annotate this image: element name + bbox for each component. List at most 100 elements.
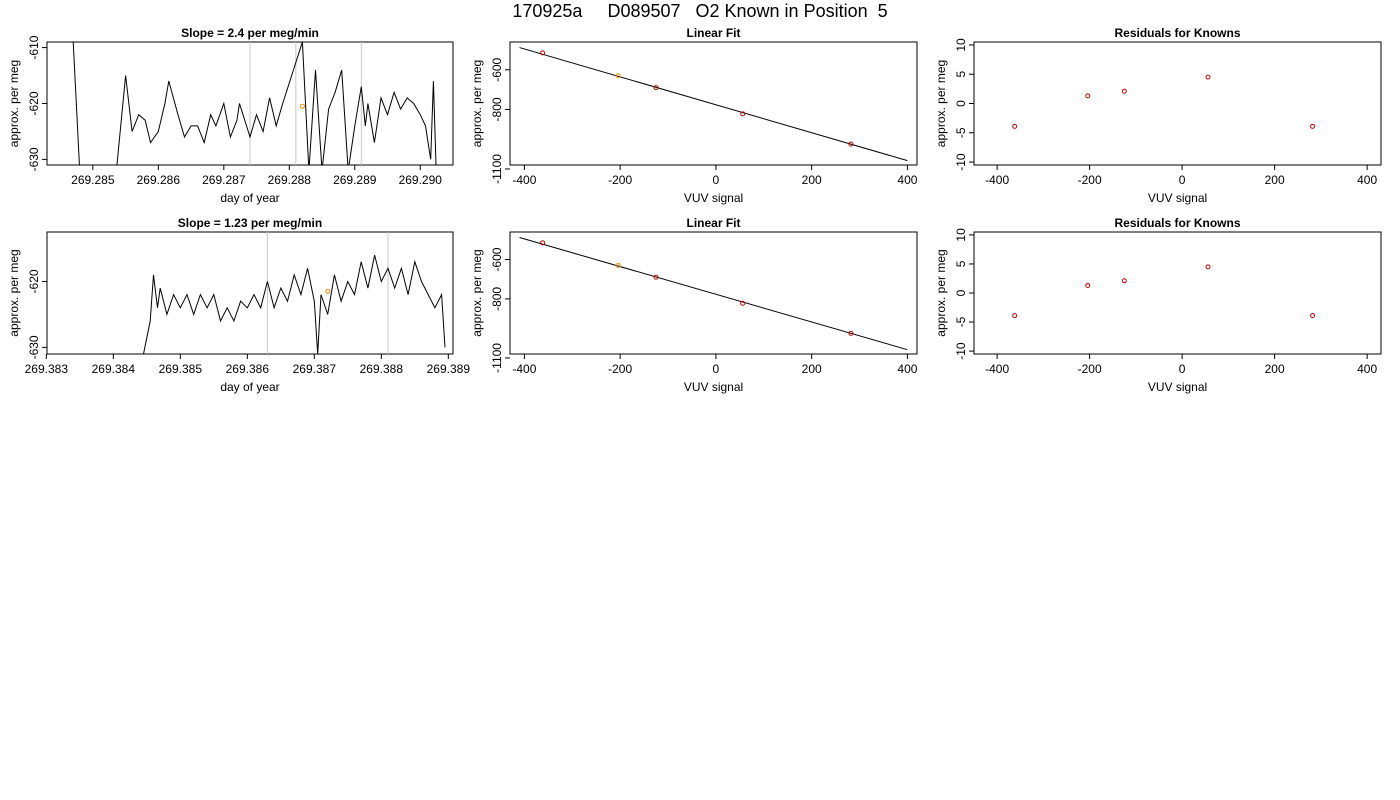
chart-title: Residuals for Knowns	[1114, 216, 1240, 230]
x-tick-label: -400	[985, 362, 1009, 376]
y-tick-label: 10	[954, 38, 968, 52]
x-axis-label: VUV signal	[684, 191, 743, 205]
y-axis-label: approx. per meg	[7, 249, 21, 336]
y-tick-label: -620	[27, 91, 41, 115]
y-tick-label: 10	[954, 228, 968, 242]
x-tick-label: 200	[1265, 173, 1285, 187]
y-tick-label: -10	[954, 342, 968, 360]
x-tick-label: 400	[897, 362, 917, 376]
x-tick-label: 0	[713, 362, 720, 376]
x-tick-label: -200	[608, 173, 632, 187]
y-tick-label: -620	[27, 269, 41, 293]
y-tick-label: -630	[27, 147, 41, 171]
x-axis-label: VUV signal	[1148, 380, 1207, 394]
data-point	[1310, 313, 1316, 319]
y-tick-label: -5	[954, 316, 968, 327]
y-axis-label: approx. per meg	[470, 60, 484, 147]
x-tick-label: 269.288	[268, 173, 312, 187]
panel-linear-fit-2: Linear Fit -400 -200 0 200 400 -600 -800 -1100 VU…	[470, 216, 918, 394]
data-point	[653, 85, 659, 91]
data-point	[1205, 74, 1211, 80]
y-tick-label: -800	[490, 97, 504, 121]
y-tick-label: -800	[490, 287, 504, 311]
highlight-point	[615, 73, 621, 79]
x-tick-label: 200	[802, 362, 822, 376]
fit-line	[519, 237, 908, 351]
y-tick-label: -630	[27, 335, 41, 359]
data-point	[540, 50, 546, 56]
plot-area	[143, 232, 446, 354]
data-point	[740, 111, 746, 117]
x-tick-label: 400	[1357, 362, 1377, 376]
panel-time-series-2: Slope = 1.23 per meg/min 269.383 269.384 26…	[7, 216, 470, 394]
x-axis-label: day of year	[220, 380, 279, 394]
y-tick-label: -1100	[490, 343, 504, 373]
y-tick-label: 5	[954, 71, 968, 78]
data-point	[1310, 123, 1316, 129]
x-tick-label: 400	[1357, 173, 1377, 187]
plot-frame	[509, 41, 918, 166]
plot-area	[1012, 264, 1316, 319]
x-tick-label: -200	[1078, 173, 1102, 187]
y-tick-label: -600	[490, 247, 504, 271]
plot-frame	[973, 41, 1382, 166]
x-tick-label: 269.387	[293, 362, 337, 376]
x-tick-label: -200	[1078, 362, 1102, 376]
y-tick-label: -600	[490, 57, 504, 81]
x-tick-label: 269.287	[202, 173, 246, 187]
chart-title: Slope = 2.4 per meg/min	[181, 26, 319, 40]
x-axis-label: day of year	[220, 191, 279, 205]
plot-area	[72, 42, 437, 165]
y-tick-label: 0	[954, 100, 968, 107]
y-tick-label: -1100	[490, 154, 504, 184]
y-axis-label: approx. per meg	[7, 60, 21, 147]
x-tick-label: 269.286	[137, 173, 181, 187]
y-tick-label: 5	[954, 260, 968, 267]
y-tick-label: 0	[954, 289, 968, 296]
panel-time-series-1: Slope = 2.4 per meg/min 269.285 269.286 269…	[7, 26, 454, 205]
data-point	[1012, 313, 1018, 319]
highlight-point	[299, 103, 305, 109]
chart-title: Linear Fit	[686, 216, 740, 230]
y-axis-label: approx. per meg	[470, 249, 484, 336]
panel-linear-fit-1: Linear Fit -400 -200 0 200 400 -600 -800 -1100 VU…	[470, 26, 918, 205]
data-point	[653, 274, 659, 280]
data-point	[1085, 93, 1091, 99]
y-axis-label: approx. per meg	[934, 249, 948, 336]
chart-title: Slope = 1.23 per meg/min	[178, 216, 322, 230]
data-point	[1205, 264, 1211, 270]
plot-area	[519, 237, 908, 351]
x-axis-label: VUV signal	[684, 380, 743, 394]
panel-residuals-1: Residuals for Knowns -400 -200 0 200 400 10 5 0 -…	[934, 26, 1382, 205]
plot-area	[1012, 74, 1316, 129]
panel-residuals-2: Residuals for Knowns -400 -200 0 200 400 10 5 0 -…	[934, 216, 1382, 394]
series-line	[72, 42, 437, 165]
data-point	[740, 300, 746, 306]
y-tick-label: -610	[27, 35, 41, 59]
x-tick-label: 269.385	[159, 362, 203, 376]
x-tick-label: -400	[512, 362, 536, 376]
x-tick-label: 269.389	[427, 362, 471, 376]
x-tick-label: 200	[802, 173, 822, 187]
x-tick-label: 269.285	[71, 173, 115, 187]
y-tick-label: -10	[954, 153, 968, 171]
x-tick-label: -400	[512, 173, 536, 187]
x-tick-label: -400	[985, 173, 1009, 187]
x-tick-label: -200	[608, 362, 632, 376]
data-point	[1012, 123, 1018, 129]
data-point	[1121, 278, 1127, 284]
x-tick-label: 269.289	[333, 173, 377, 187]
x-tick-label: 0	[1179, 173, 1186, 187]
page-title: 170925a D089507 O2 Known in Position 5	[512, 1, 888, 21]
x-tick-label: 269.384	[92, 362, 136, 376]
x-tick-label: 0	[713, 173, 720, 187]
data-point	[848, 330, 854, 336]
plot-frame	[509, 231, 918, 355]
chart-title: Residuals for Knowns	[1114, 26, 1240, 40]
y-tick-label: -5	[954, 127, 968, 138]
x-tick-label: 0	[1179, 362, 1186, 376]
highlight-point	[615, 262, 621, 268]
highlight-point	[325, 288, 331, 294]
x-tick-label: 269.383	[25, 362, 69, 376]
